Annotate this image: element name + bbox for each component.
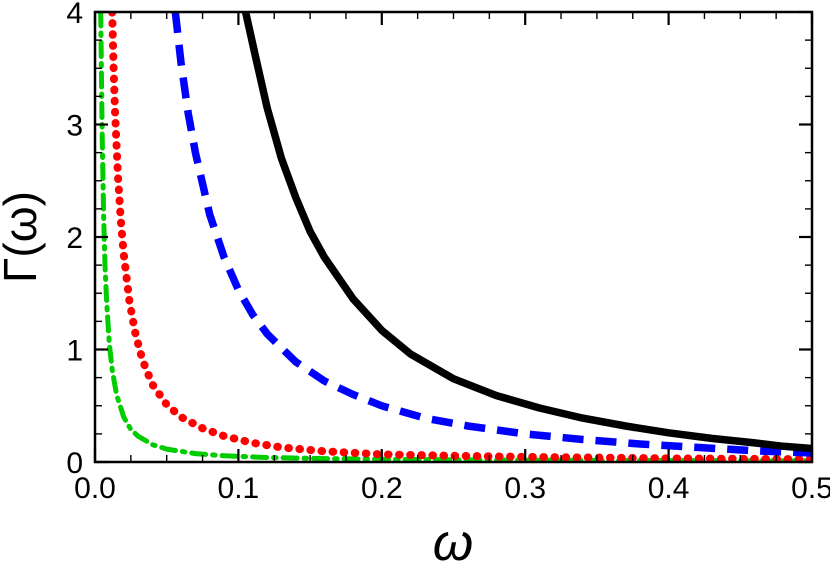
curve-blue-dashed <box>171 12 812 457</box>
x-tick-label: 0.3 <box>504 472 546 505</box>
y-tick-label: 4 <box>66 0 83 30</box>
tick-labels-group: 0.0 0.1 0.2 0.3 0.4 0.5 0 1 2 3 4 <box>66 0 830 505</box>
x-tick-label: 0.4 <box>648 472 690 505</box>
curve-black-solid <box>241 12 812 453</box>
x-tick-label: 0.1 <box>218 472 260 505</box>
y-tick-label: 0 <box>66 447 83 480</box>
y-tick-label: 1 <box>66 335 83 368</box>
y-tick-label: 2 <box>66 222 83 255</box>
curve-green-dashdot <box>98 12 812 462</box>
x-axis-label: ω <box>433 514 474 572</box>
ticks-group <box>93 10 814 464</box>
x-tick-label: 0.5 <box>791 472 830 505</box>
y-axis-label: Γ(ω) <box>0 191 46 283</box>
plot-frame <box>93 10 814 464</box>
x-tick-label: 0.2 <box>361 472 403 505</box>
y-tick-label: 3 <box>66 110 83 143</box>
curve-red-dotted <box>108 12 812 462</box>
x-tick-label: 0.0 <box>74 472 116 505</box>
curves-group <box>98 12 812 462</box>
